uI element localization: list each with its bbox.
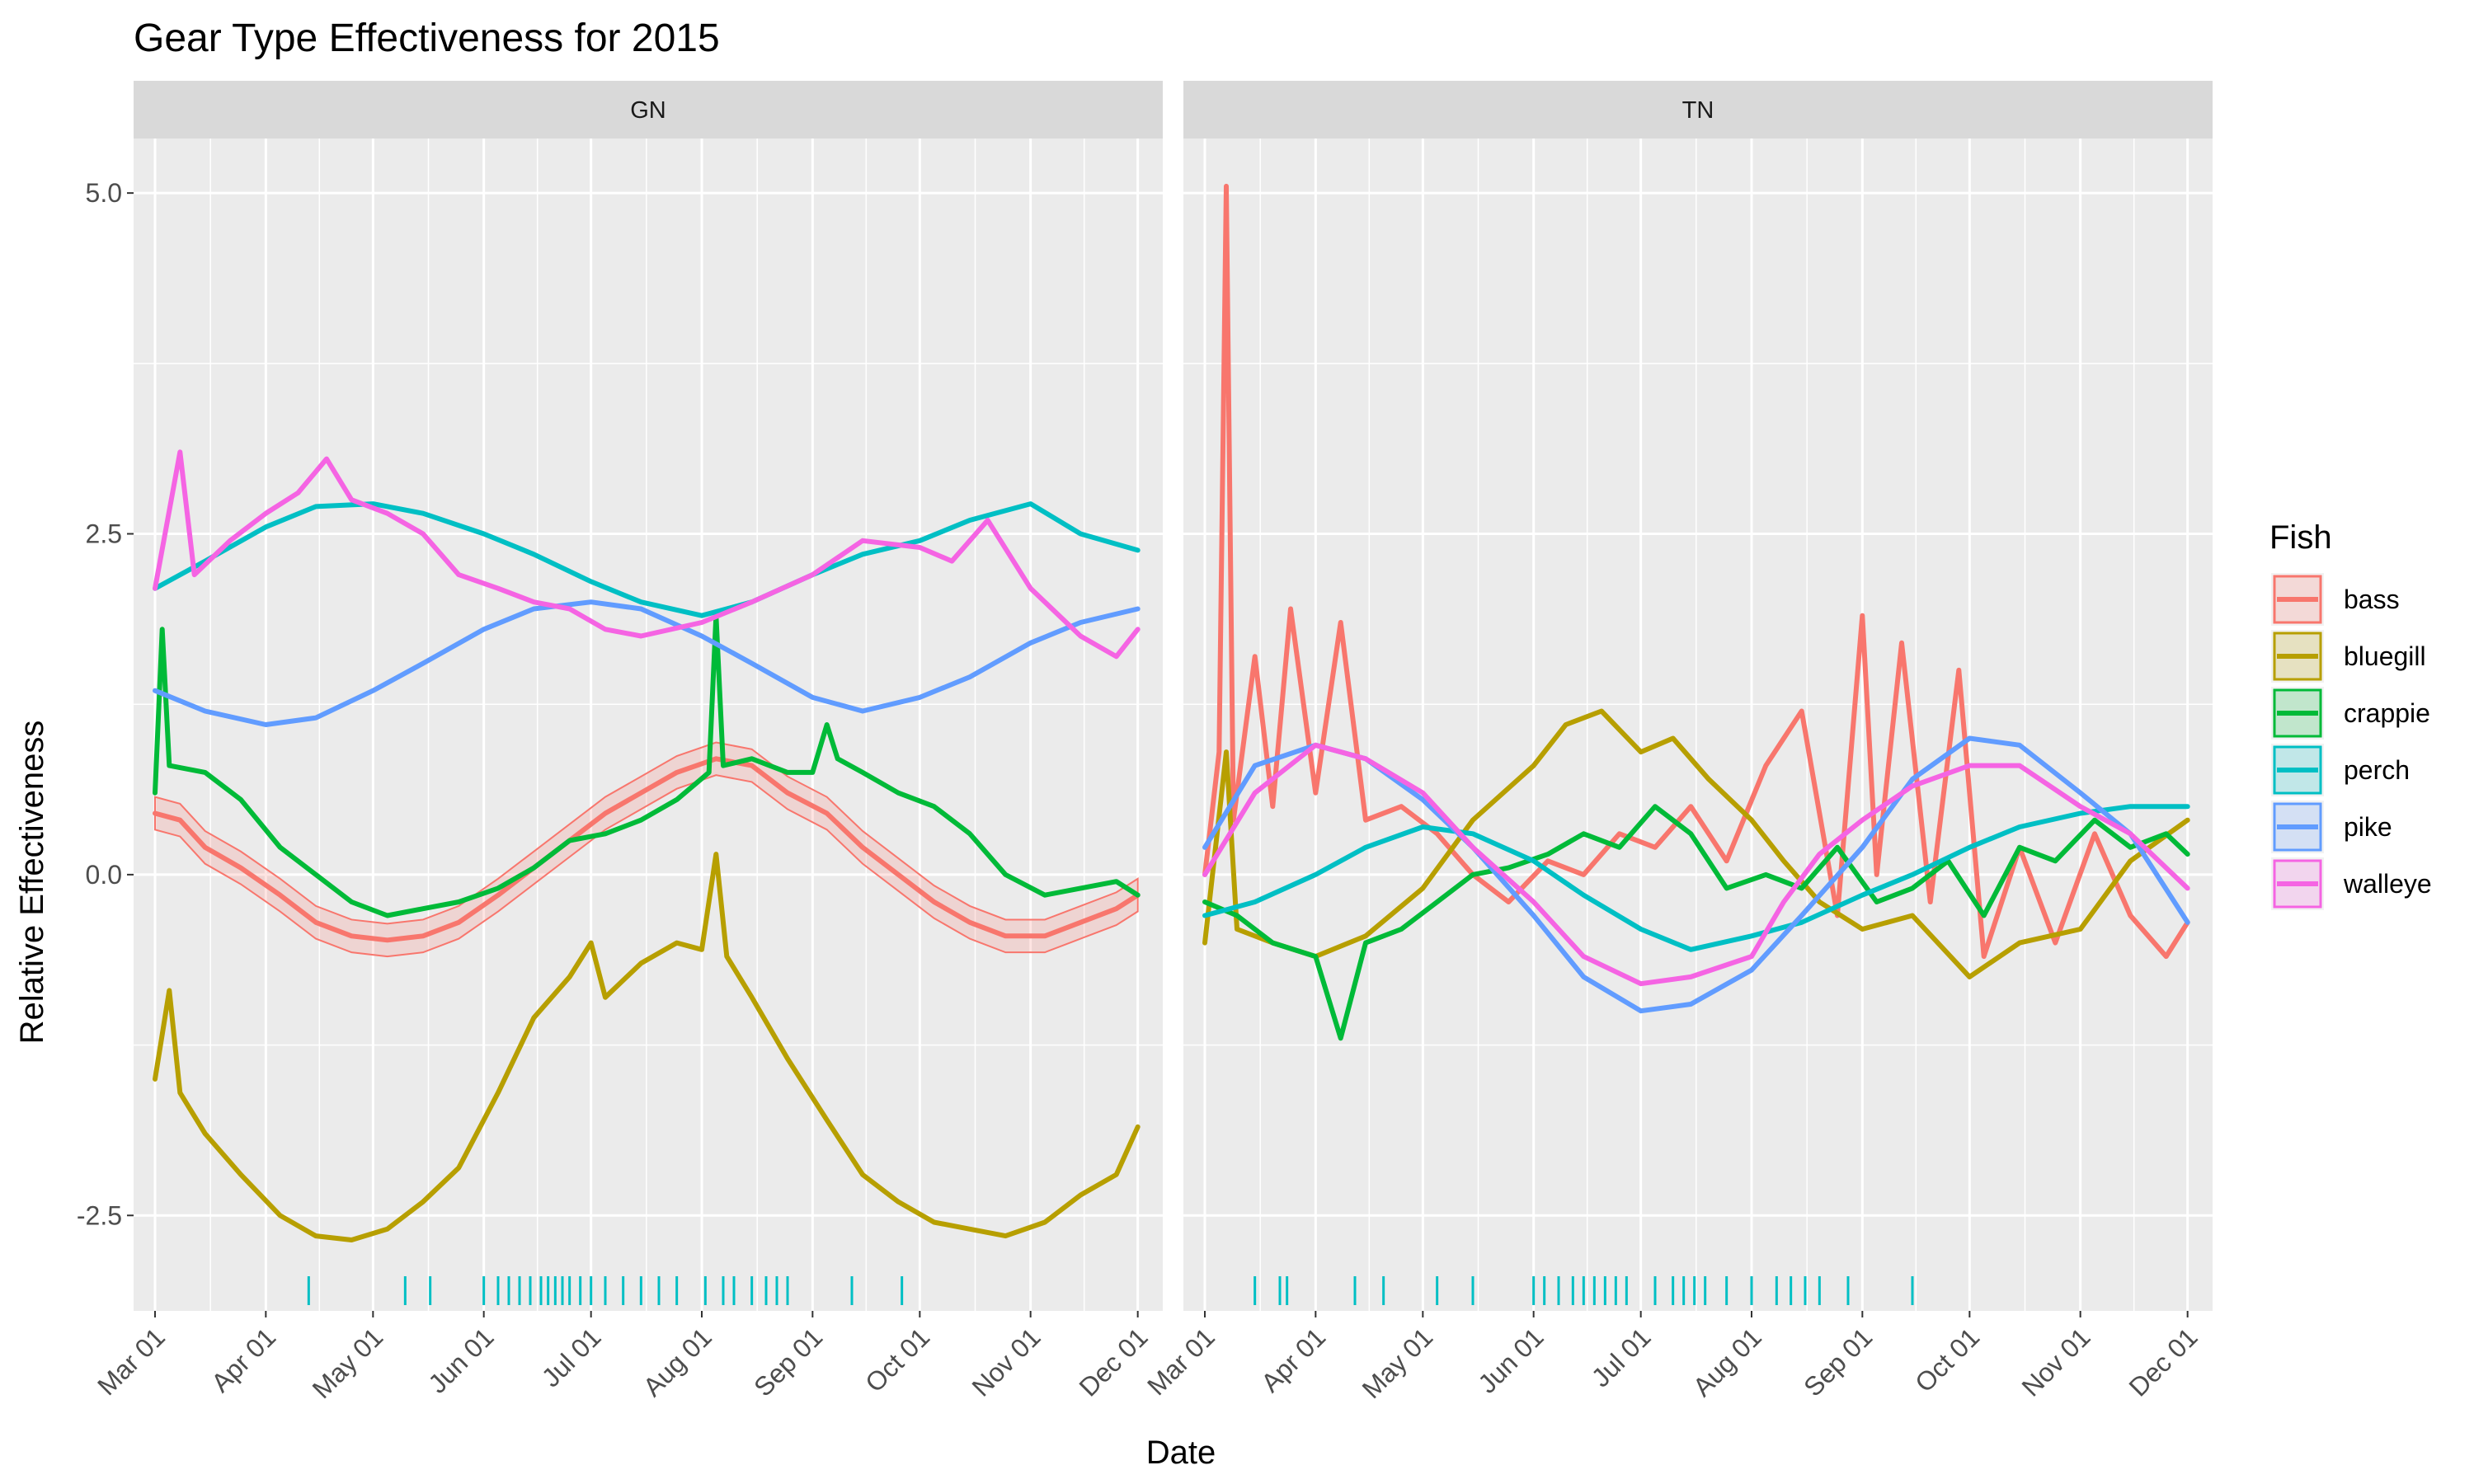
x-tick-label: Apr 01: [1255, 1322, 1331, 1397]
facet-strip: [134, 81, 1163, 139]
series-group: [1202, 183, 2190, 1041]
series-line-walleye: [1202, 742, 2190, 987]
y-axis-title-group: Relative Effectiveness: [14, 721, 50, 1045]
series-line-walleye: [153, 449, 1141, 660]
series-line-bass: [153, 756, 1141, 943]
series-line-crappie: [1202, 804, 2190, 1041]
legend-item-pike: pike: [2271, 801, 2392, 853]
x-axis-title-group: Date: [1146, 1435, 1216, 1471]
series-line-perch: [1202, 804, 2190, 952]
y-axis-title: Relative Effectiveness: [14, 721, 50, 1045]
legend-item-walleye: walleye: [2271, 857, 2432, 910]
x-tick-label: Jul 01: [1586, 1322, 1657, 1392]
x-tick-label: Aug 01: [1687, 1322, 1767, 1402]
series-group: [153, 449, 1141, 1242]
legend-label: bass: [2344, 585, 2400, 614]
legend-label: bluegill: [2344, 641, 2426, 671]
panel-background: [1183, 139, 2213, 1311]
legend-item-bass: bass: [2271, 573, 2400, 626]
legend-label: pike: [2344, 812, 2392, 842]
panel-background: [134, 139, 1163, 1311]
series-line-crappie: [153, 613, 1141, 918]
facet-panels: GN Mar 01 Apr 01 May 01 Jun 01 Jul 01 Aug 01 Se…: [77, 81, 2213, 1404]
y-tick-label: 2.5: [86, 519, 122, 549]
x-tick-label: Jul 01: [536, 1322, 607, 1392]
facet-strip-label: GN: [630, 97, 666, 124]
x-tick-label: Mar 01: [1141, 1322, 1221, 1401]
x-tick-label: Aug 01: [637, 1322, 717, 1402]
series-line-bluegill: [153, 852, 1141, 1242]
legend-item-bluegill: bluegill: [2271, 630, 2426, 683]
y-tick-label: 5.0: [86, 178, 122, 208]
y-tick-label: -2.5: [77, 1200, 122, 1230]
panel-gn: GN Mar 01 Apr 01 May 01 Jun 01 Jul 01 Aug 01 Se…: [77, 81, 1163, 1404]
x-tick-label: Mar 01: [92, 1322, 171, 1401]
legend-item-crappie: crappie: [2271, 687, 2430, 740]
x-tick-label: Dec 01: [1073, 1322, 1153, 1402]
x-tick-label: Jun 01: [1472, 1322, 1549, 1398]
legend-label: crappie: [2344, 698, 2430, 728]
chart-title: Gear Type Effectiveness for 2015: [134, 16, 720, 60]
x-axis-title: Date: [1146, 1435, 1216, 1471]
x-tick-label: Nov 01: [2015, 1322, 2095, 1402]
x-tick-label: Jun 01: [422, 1322, 499, 1398]
series-line-pike: [153, 599, 1141, 727]
x-tick-label: Oct 01: [859, 1322, 935, 1397]
y-tick-label: 0.0: [86, 860, 122, 890]
x-tick-label: Oct 01: [1909, 1322, 1985, 1397]
facet-strip: [1183, 81, 2213, 139]
x-tick-label: Sep 01: [1798, 1322, 1878, 1402]
legend-item-perch: perch: [2271, 744, 2410, 796]
rug-marks: [1253, 1276, 1914, 1305]
legend-label: perch: [2344, 755, 2410, 785]
legend-label: walleye: [2343, 869, 2432, 899]
x-tick-label: Dec 01: [2123, 1322, 2203, 1402]
panel-tn: TN Mar 01 Apr 01 May 01 Jun 01 Jul 01 Aug 01 Se…: [1141, 81, 2213, 1404]
x-tick-label: May 01: [1357, 1322, 1439, 1404]
x-tick-label: Nov 01: [966, 1322, 1046, 1402]
series-line-bass: [1202, 183, 2190, 960]
series-line-perch: [153, 501, 1141, 618]
legend: Fish bass bluegill crappie perch pike walleye: [2269, 519, 2432, 910]
rug-marks: [307, 1276, 904, 1305]
x-tick-label: May 01: [307, 1322, 389, 1404]
x-tick-label: Apr 01: [205, 1322, 281, 1397]
x-tick-label: Sep 01: [748, 1322, 828, 1402]
facet-strip-label: TN: [1682, 97, 1714, 124]
legend-title: Fish: [2269, 519, 2332, 556]
